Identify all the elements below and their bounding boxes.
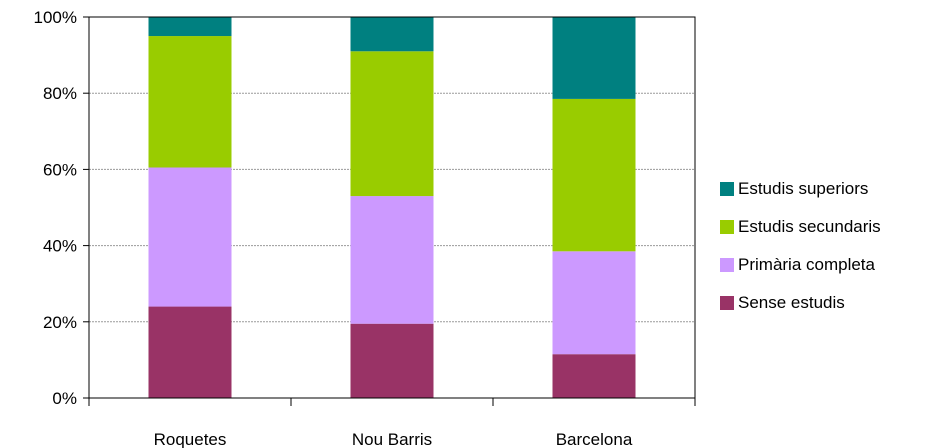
bar-segment-estudis-secundaris: [350, 51, 434, 197]
legend-item-primaria-completa: Primària completa: [720, 246, 881, 284]
legend-swatch-estudis-secundaris: [720, 220, 734, 234]
bar-stacks: [148, 17, 636, 398]
legend-label-sense-estudis: Sense estudis: [738, 293, 845, 312]
x-axis-tick-labels: Roquetes Nou Barris Barcelona: [154, 430, 633, 448]
y-tick-label: 80%: [43, 84, 77, 103]
legend-label-estudis-secundaris: Estudis secundaris: [738, 217, 881, 236]
legend-label-primaria-completa: Primària completa: [738, 255, 875, 274]
legend-swatch-estudis-superiors: [720, 182, 734, 196]
bar-segment-estudis-superiors: [552, 17, 636, 99]
bar-segment-estudis-superiors: [350, 17, 434, 52]
legend-item-estudis-secundaris: Estudis secundaris: [720, 208, 881, 246]
y-tick-label: 0%: [52, 389, 77, 408]
x-tick-label: Barcelona: [556, 430, 633, 448]
legend: Estudis superiors Estudis secundaris Pri…: [720, 170, 881, 322]
legend-label-estudis-superiors: Estudis superiors: [738, 179, 869, 198]
legend-swatch-sense-estudis: [720, 296, 734, 310]
x-tick-label: Roquetes: [154, 430, 227, 448]
axes: [83, 16, 696, 406]
legend-item-sense-estudis: Sense estudis: [720, 284, 881, 322]
y-tick-label: 100%: [34, 8, 77, 27]
bar-segment-sense-estudis: [350, 323, 434, 398]
bar-segment-prim-ria-completa: [350, 196, 434, 324]
bar-segment-sense-estudis: [148, 306, 232, 398]
y-axis-tick-labels: 0% 20% 40% 60% 80% 100%: [34, 8, 77, 408]
bar-segment-sense-estudis: [552, 354, 636, 398]
plot-area-border: [88, 16, 696, 399]
legend-item-estudis-superiors: Estudis superiors: [720, 170, 881, 208]
bar-segment-prim-ria-completa: [148, 167, 232, 307]
bar-segment-estudis-superiors: [148, 17, 232, 37]
y-tick-label: 20%: [43, 313, 77, 332]
bar-segment-estudis-secundaris: [148, 36, 232, 168]
bar-segment-prim-ria-completa: [552, 251, 636, 355]
bar-segment-estudis-secundaris: [552, 98, 636, 252]
x-tick-label: Nou Barris: [352, 430, 432, 448]
legend-swatch-primaria-completa: [720, 258, 734, 272]
y-tick-label: 40%: [43, 237, 77, 256]
y-tick-label: 60%: [43, 160, 77, 179]
